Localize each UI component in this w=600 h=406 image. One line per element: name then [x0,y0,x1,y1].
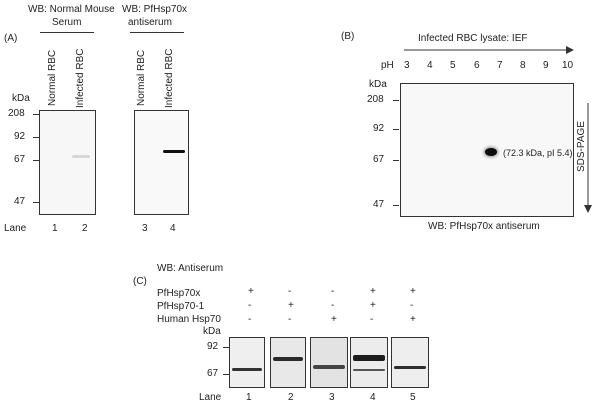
marker-a-92: 92 [14,131,26,142]
tick-b-92 [393,129,399,130]
blot-c-lane3 [310,337,348,388]
marker-c-67: 67 [207,368,219,379]
sign-r2-l2: + [288,300,294,311]
panel-c-lane-word: Lane [199,392,222,403]
tick-a-67 [33,160,39,161]
tick-b-47 [393,205,399,206]
blot-c-lane2 [270,337,306,388]
faint-band-lane2 [72,155,90,158]
spot-annotation: (72.3 kDa, pI 5.4) [503,148,573,158]
ph-5: 5 [450,60,456,71]
sign-r3-l2: - [288,314,292,325]
panel-a-header-left: WB: Normal Mouse [28,4,115,15]
marker-a-47: 47 [14,196,26,207]
lane-c-3: 3 [329,392,335,403]
band-c-lane4-lower [353,369,385,371]
panel-a-header-left-2: Serum [52,17,82,28]
header-right-underline [130,32,184,33]
sign-r2-l4: + [370,300,376,311]
panel-b-footer: WB: PfHsp70x antiserum [428,221,540,232]
panel-c-label: (C) [133,276,147,287]
ph-7: 7 [497,60,503,71]
band-c-lane4-upper [353,355,385,361]
sign-r1-l3: - [331,286,335,297]
ph-9: 9 [543,60,549,71]
ph-6: 6 [474,60,480,71]
blot-c-lane1 [229,337,265,388]
band-c-lane1 [232,368,262,371]
marker-a-208: 208 [8,108,25,119]
tick-a-92 [33,137,39,138]
lane-a-2: 2 [82,223,88,234]
marker-b-208: 208 [367,94,384,105]
sds-page-label: SDS-PAGE [576,121,587,172]
tick-b-67 [393,160,399,161]
lane-c-1: 1 [246,392,252,403]
blot-a-right [134,110,189,215]
protein-spot [485,148,497,156]
blot-a-left [39,110,96,215]
sign-r3-l3: + [331,314,337,325]
panel-a-header-right-2: antiserum [128,17,172,28]
lane-c-4: 4 [370,392,376,403]
sign-r1-l1: + [248,286,254,297]
marker-a-67: 67 [14,154,26,165]
tick-c-67 [223,374,229,375]
blot-c-lane5 [391,337,429,388]
ph-label: pH [381,60,394,71]
lane-a-1: 1 [52,223,58,234]
panel-b-label: (B) [341,31,355,42]
band-c-lane2 [273,357,303,361]
sign-r1-l5: + [410,286,416,297]
blot-c-lane4 [350,337,388,388]
sign-r3-l4: - [370,314,374,325]
row-name-human-hsp70: Human Hsp70 [157,314,221,325]
marker-c-92: 92 [207,341,219,352]
lane-c-5: 5 [410,392,416,403]
tick-a-208 [33,114,39,115]
sign-r1-l4: + [370,286,376,297]
marker-b-67: 67 [373,154,385,165]
panel-c-title: WB: Antiserum [157,263,224,274]
panel-a-lane-word: Lane [4,223,27,234]
ph-3: 3 [404,60,410,71]
panel-a-label: (A) [4,33,18,44]
sign-r1-l2: - [288,286,292,297]
row-name-pfhsp70-1: PfHsp70-1 [157,301,205,312]
header-left-underline [40,32,94,33]
panel-a-kda: kDa [12,93,30,104]
band-lane4 [163,150,185,153]
lane-c-2: 2 [288,392,294,403]
tick-c-92 [223,347,229,348]
marker-b-47: 47 [373,199,385,210]
sign-r2-l1: - [248,300,252,311]
ph-4: 4 [427,60,433,71]
band-c-lane5 [394,366,426,369]
band-c-lane3 [313,365,345,369]
row-name-pfhsp70x: PfHsp70x [157,288,201,299]
tick-b-208 [393,100,399,101]
ph-8: 8 [520,60,526,71]
marker-b-92: 92 [373,123,385,134]
sign-r2-l3: - [331,300,335,311]
panel-b-kda: kDa [369,79,387,90]
ph-10: 10 [562,60,574,71]
panel-a-header-right: WB: PfHsp70x [122,4,188,15]
sign-r2-l5: - [410,300,414,311]
sign-r3-l1: - [248,314,252,325]
lane-a-4: 4 [170,223,176,234]
panel-c-kda: kDa [203,326,221,337]
sign-r3-l5: + [410,314,416,325]
tick-a-47 [33,202,39,203]
ief-label: Infected RBC lysate: IEF [418,33,528,44]
lane-a-3: 3 [142,223,148,234]
